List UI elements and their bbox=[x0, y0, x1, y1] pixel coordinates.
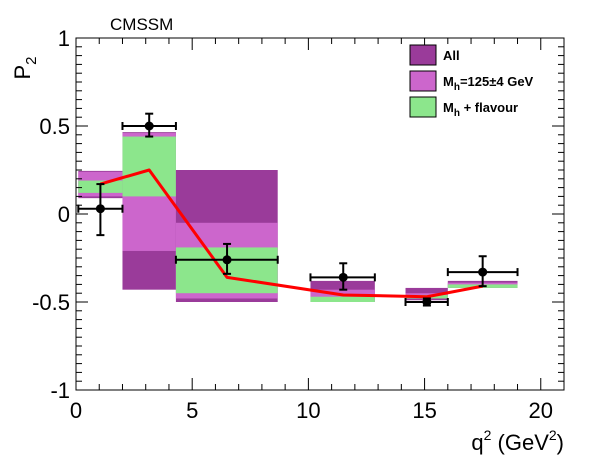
plot-title: CMSSM bbox=[110, 15, 173, 34]
legend-entry-mh: Mh=125±4 GeV bbox=[409, 70, 534, 93]
data-point-3 bbox=[174, 242, 279, 275]
data-point-marker bbox=[478, 267, 488, 277]
y-tick-label: -1 bbox=[50, 378, 70, 403]
y-axis-title: P2 bbox=[10, 56, 40, 79]
y-axis-title-subscript: 2 bbox=[23, 56, 40, 64]
x-axis-title-unit-post: ) bbox=[557, 430, 564, 455]
x-tick-label: 20 bbox=[529, 398, 553, 423]
y-axis-title-base: P bbox=[10, 65, 35, 80]
data-point-2 bbox=[121, 112, 177, 138]
x-tick-label: 5 bbox=[186, 398, 198, 423]
x-axis-title-unit-pre: (GeV bbox=[491, 430, 549, 455]
x-axis-title-sup: 2 bbox=[484, 427, 492, 443]
data-points-layer bbox=[77, 112, 519, 307]
legend-entry-flav: Mh + flavour bbox=[409, 96, 518, 119]
axis-ticks: 0 5 10 15 20 -1 -0.5 0 0.5 1 bbox=[32, 26, 565, 423]
legend: All Mh=125±4 GeV Mh + flavour bbox=[409, 44, 534, 119]
prediction-line-layer bbox=[99, 168, 483, 299]
prediction-bands bbox=[78, 132, 518, 302]
data-point-4 bbox=[309, 262, 376, 291]
data-point-6 bbox=[446, 255, 519, 288]
data-point-marker bbox=[144, 121, 154, 131]
legend-label: All bbox=[443, 48, 460, 63]
y-tick-label: 1 bbox=[58, 26, 70, 51]
legend-swatch bbox=[409, 96, 437, 118]
x-axis-title: q2 (GeV2) bbox=[471, 427, 564, 455]
legend-swatch bbox=[409, 70, 437, 92]
band-flav-bin-2 bbox=[122, 136, 176, 197]
data-point-1 bbox=[77, 183, 124, 237]
legend-label: Mh=125±4 GeV bbox=[443, 74, 534, 93]
data-point-marker bbox=[95, 204, 105, 214]
x-tick-label: 0 bbox=[70, 398, 82, 423]
x-tick-label: 15 bbox=[412, 398, 436, 423]
data-point-marker bbox=[338, 272, 348, 282]
y-tick-label: 0.5 bbox=[39, 114, 70, 139]
x-axis-title-base: q bbox=[471, 430, 483, 455]
data-point-marker bbox=[422, 297, 432, 307]
y-tick-label: -0.5 bbox=[32, 290, 70, 315]
y-tick-label: 0 bbox=[58, 202, 70, 227]
data-point-5 bbox=[404, 297, 449, 307]
prediction-line bbox=[99, 168, 483, 299]
legend-entry-all: All bbox=[409, 44, 460, 66]
legend-label: Mh + flavour bbox=[443, 100, 518, 119]
data-point-marker bbox=[222, 255, 232, 265]
band-flav-bin-4 bbox=[310, 296, 375, 302]
legend-swatch bbox=[409, 44, 437, 66]
x-tick-label: 10 bbox=[296, 398, 320, 423]
x-axis-title-unit-sup: 2 bbox=[549, 427, 557, 443]
